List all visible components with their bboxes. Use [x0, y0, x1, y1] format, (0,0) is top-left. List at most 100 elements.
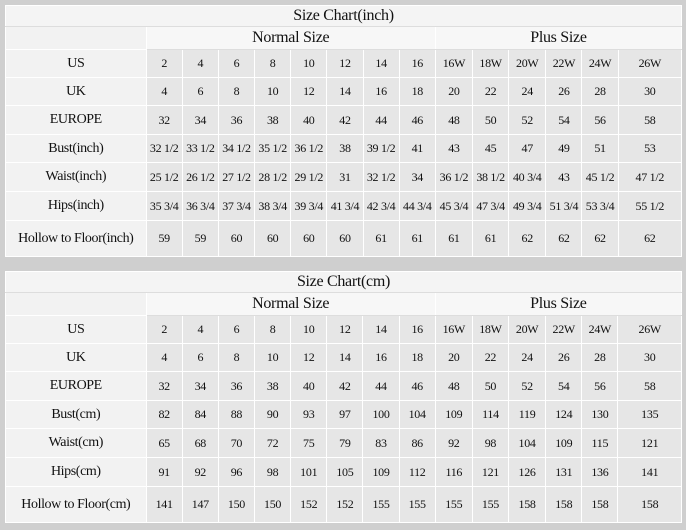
table-cell: 53 3/4 — [581, 191, 619, 221]
table-cell: 60 — [217, 220, 256, 257]
table-cell: 60 — [290, 220, 328, 257]
table-cell: 36 3/4 — [181, 191, 219, 221]
table-cell: 10 — [290, 315, 328, 344]
table-cell: 41 — [398, 134, 436, 163]
table-cell: 41 3/4 — [326, 191, 364, 221]
table-cell: 10 — [254, 77, 292, 106]
row-label: Bust(cm) — [5, 400, 147, 429]
table-cell: 51 3/4 — [545, 191, 583, 221]
table-cell: 16W — [434, 315, 473, 344]
table-cell: 28 — [581, 343, 619, 372]
table-cell: 70 — [217, 428, 256, 458]
table-cell: 58 — [617, 105, 683, 135]
table-cell: 26 — [545, 77, 583, 106]
table-cell: 50 — [471, 371, 510, 401]
table-cell: 158 — [508, 486, 547, 523]
table-cell: 48 — [434, 371, 473, 401]
table-cell: 38 3/4 — [254, 191, 292, 221]
table-cell: 45 1/2 — [581, 162, 619, 192]
row-label: Waist(cm) — [5, 428, 147, 458]
table-cell: 56 — [581, 105, 619, 135]
chart-title: Size Chart(inch) — [5, 5, 682, 27]
row-label: EUROPE — [5, 371, 147, 401]
table-cell: 45 — [472, 134, 510, 163]
table-cell: 8 — [254, 49, 292, 78]
table-row: UK 4 6 8 10 12 14 16 18 20 22 24 26 28 30 — [5, 77, 683, 106]
table-row: Waist(cm) 65 68 70 72 75 79 83 86 92 98 104 109 115 12… — [5, 428, 682, 458]
table-row: EUROPE 32 34 36 38 40 42 44 46 48 50 52 54 56 58 — [5, 371, 682, 401]
table-cell: 12 — [290, 77, 328, 106]
table-cell: 18W — [472, 49, 510, 78]
header-blank — [5, 26, 147, 50]
table-cell: 16 — [398, 49, 436, 78]
table-cell: 2 — [145, 49, 183, 78]
group-header-row: Normal Size Plus Size — [5, 26, 683, 50]
table-cell: 54 — [545, 371, 583, 401]
table-cell: 34 — [181, 105, 219, 135]
table-cell: 16 — [362, 77, 400, 106]
table-cell: 24 — [508, 77, 547, 106]
table-cell: 61 — [434, 220, 474, 257]
table-cell: 20W — [508, 315, 547, 344]
group-normal-size: Normal Size — [145, 26, 436, 50]
table-cell: 147 — [181, 486, 219, 523]
table-cell: 38 — [254, 105, 292, 135]
table-cell: 55 1/2 — [617, 191, 683, 221]
table-cell: 50 — [472, 105, 510, 135]
table-cell: 119 — [508, 400, 547, 429]
table-cell: 22W — [545, 49, 583, 78]
table-cell: 26W — [617, 49, 683, 78]
size-chart-cm: Size Chart(cm) Normal Size Plus Size US 2 4 6 8… — [5, 271, 683, 523]
table-row: Waist(inch) 25 1/2 26 1/2 27 1/2 28 1/2 29 1/… — [5, 162, 683, 192]
table-cell: 39 1/2 — [362, 134, 400, 163]
row-label: Waist(inch) — [5, 162, 147, 192]
table-cell: 93 — [290, 400, 328, 429]
table-cell: 112 — [398, 457, 436, 487]
table-cell: 32 1/2 — [145, 134, 183, 163]
table-cell: 155 — [362, 486, 400, 523]
table-cell: 46 — [398, 371, 436, 401]
table-cell: 40 — [290, 105, 328, 135]
table-cell: 100 — [362, 400, 400, 429]
table-cell: 136 — [581, 457, 619, 487]
table-cell: 20 — [434, 77, 474, 106]
table-cell: 79 — [326, 428, 364, 458]
row-label: Bust(inch) — [5, 134, 147, 163]
size-table: Size Chart(cm) Normal Size Plus Size US 2 4 6 8… — [5, 271, 683, 523]
table-cell: 135 — [617, 400, 682, 429]
table-cell: 18 — [398, 343, 436, 372]
table-cell: 16 — [398, 315, 436, 344]
table-cell: 115 — [581, 428, 619, 458]
table-cell: 26 — [545, 343, 583, 372]
table-row: US 2 4 6 8 10 12 14 16 16W 18W 20W 22W 24W 26W — [5, 315, 682, 344]
size-chart-inch: Size Chart(inch) Normal Size Plus Size US 2 4… — [5, 5, 683, 257]
table-cell: 152 — [290, 486, 328, 523]
table-cell: 83 — [362, 428, 400, 458]
table-cell: 44 — [362, 371, 400, 401]
row-label: UK — [5, 343, 147, 372]
table-cell: 28 1/2 — [254, 162, 292, 192]
table-cell: 37 3/4 — [217, 191, 256, 221]
table-cell: 104 — [398, 400, 436, 429]
table-cell: 61 — [472, 220, 510, 257]
table-cell: 49 3/4 — [508, 191, 547, 221]
table-cell: 47 1/2 — [617, 162, 683, 192]
table-cell: 124 — [545, 400, 583, 429]
table-cell: 62 — [617, 220, 683, 257]
table-cell: 42 3/4 — [362, 191, 400, 221]
table-cell: 26W — [617, 315, 682, 344]
table-cell: 62 — [508, 220, 547, 257]
table-cell: 131 — [545, 457, 583, 487]
table-cell: 121 — [471, 457, 510, 487]
table-cell: 4 — [145, 77, 183, 106]
table-cell: 36 1/2 — [290, 134, 328, 163]
table-cell: 88 — [217, 400, 256, 429]
table-cell: 34 — [398, 162, 436, 192]
table-cell: 8 — [217, 343, 256, 372]
table-cell: 61 — [398, 220, 436, 257]
table-cell: 155 — [398, 486, 436, 523]
table-cell: 16 — [362, 343, 400, 372]
table-cell: 75 — [290, 428, 328, 458]
row-label: Hips(inch) — [5, 191, 147, 221]
table-row: Hollow to Floor(inch) 59 59 60 60 60 60 61 61 61 6… — [5, 220, 683, 257]
